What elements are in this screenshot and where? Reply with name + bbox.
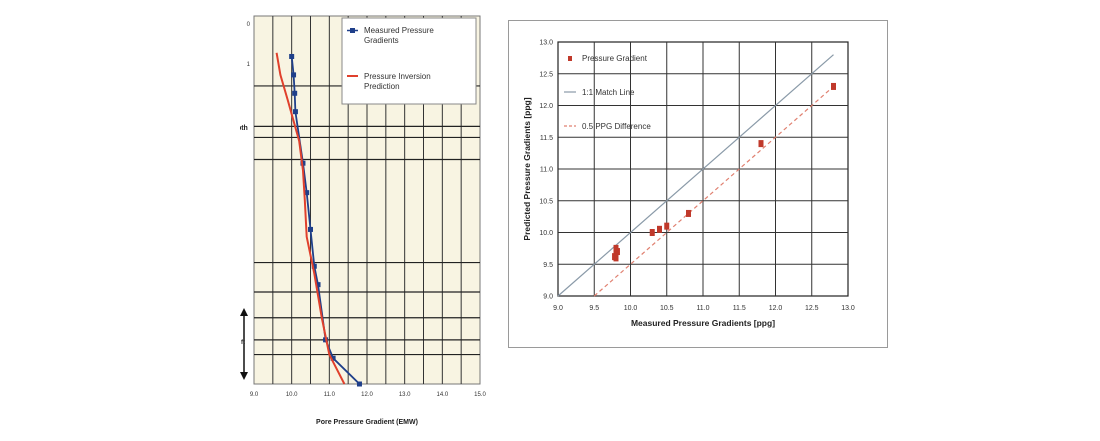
x-tick-label: 14.0 <box>436 392 448 398</box>
y-tick-label: 11.5 <box>540 135 553 142</box>
y-tick-label: 12.5 <box>539 71 553 78</box>
x-tick-label: 12.0 <box>361 392 373 398</box>
depth-profile-svg: 9.010.011.012.013.014.015.001Depth(ft)10… <box>226 15 486 426</box>
legend-label-inversion: Pressure Inversion <box>364 72 431 81</box>
legend-label-points: Pressure Gradient <box>582 54 648 63</box>
y-tick-label: 11.0 <box>540 167 553 174</box>
x-axis-label: Measured Pressure Gradients [ppg] <box>631 318 775 328</box>
y-axis-label-word: Depth <box>240 125 248 132</box>
data-point <box>657 225 662 233</box>
x-tick-label: 11.0 <box>324 392 336 398</box>
measured-point <box>289 53 295 59</box>
legend-label-match: 1:1 Match Line <box>582 88 635 97</box>
x-tick-label: 9.0 <box>553 305 563 312</box>
y-tick-label: 13.0 <box>539 40 553 47</box>
measured-point <box>356 381 362 387</box>
data-point <box>613 244 619 252</box>
x-tick-label: 12.0 <box>769 305 783 312</box>
measured-point <box>315 282 321 288</box>
x-tick-label: 13.0 <box>399 392 411 398</box>
depth-scale-label: 1000 ft <box>240 340 245 346</box>
depth-scale-arrow-down <box>240 372 248 380</box>
x-tick-label: 13.0 <box>841 305 855 312</box>
legend-label-inversion-cont: Prediction <box>364 82 400 91</box>
pore-pressure-depth-chart: 9.010.011.012.013.014.015.001Depth(ft)10… <box>226 6 500 436</box>
data-point <box>758 140 764 148</box>
measured-point <box>304 190 310 196</box>
x-tick-label: 15.0 <box>474 392 486 398</box>
legend-box <box>341 17 477 105</box>
legend-label-measured: Measured Pressure <box>364 26 434 35</box>
x-tick-label: 11.0 <box>696 305 709 312</box>
y-axis-label: Predicted Pressure Gradients [ppg] <box>522 97 532 240</box>
data-point <box>686 209 691 217</box>
x-tick-label: 11.5 <box>733 305 746 312</box>
predicted-vs-measured-chart: 9.0 9.5 10.0 10.5 11.0 11.5 12.0 12.5 13.0 9.0 9.5… <box>508 20 888 348</box>
y-tick-label: 10.5 <box>539 198 553 205</box>
legend-label-diff: 0.5 PPG Difference <box>582 122 651 131</box>
data-point <box>612 253 618 261</box>
y-tick-label: 10.0 <box>539 230 553 237</box>
measured-point <box>292 109 298 115</box>
data-point <box>649 229 655 236</box>
data-point <box>664 222 670 230</box>
depth-scale-arrow-up <box>240 308 248 316</box>
match-line <box>557 54 834 297</box>
y-tick-label: 9.0 <box>543 294 553 301</box>
x-tick-label: 10.5 <box>660 305 674 312</box>
x-axis-label: Pore Pressure Gradient (EMW) <box>316 419 418 426</box>
y-tick-label: 9.5 <box>543 262 553 269</box>
measured-point <box>308 226 313 232</box>
x-tick-label: 10.0 <box>286 392 298 398</box>
x-tick-label: 9.5 <box>589 305 599 312</box>
series-line-inversion <box>275 52 346 385</box>
legend-label-measured-cont: Gradients <box>364 36 399 45</box>
measured-point <box>291 72 297 78</box>
x-tick-label: 9.0 <box>250 392 259 398</box>
x-tick-label: 12.5 <box>805 305 819 312</box>
legend-marker-points <box>568 56 572 61</box>
y-tick-label: 0 <box>247 22 251 28</box>
crossplot-svg: 9.0 9.5 10.0 10.5 11.0 11.5 12.0 12.5 13.0 9.0 9.5… <box>508 20 888 348</box>
data-point <box>831 82 836 90</box>
measured-point <box>292 90 298 96</box>
measured-point <box>311 263 317 269</box>
measured-point <box>330 355 336 361</box>
y-tick-label: 1 <box>247 62 251 68</box>
x-tick-label: 10.0 <box>624 305 638 312</box>
y-tick-label: 12.0 <box>539 103 553 110</box>
